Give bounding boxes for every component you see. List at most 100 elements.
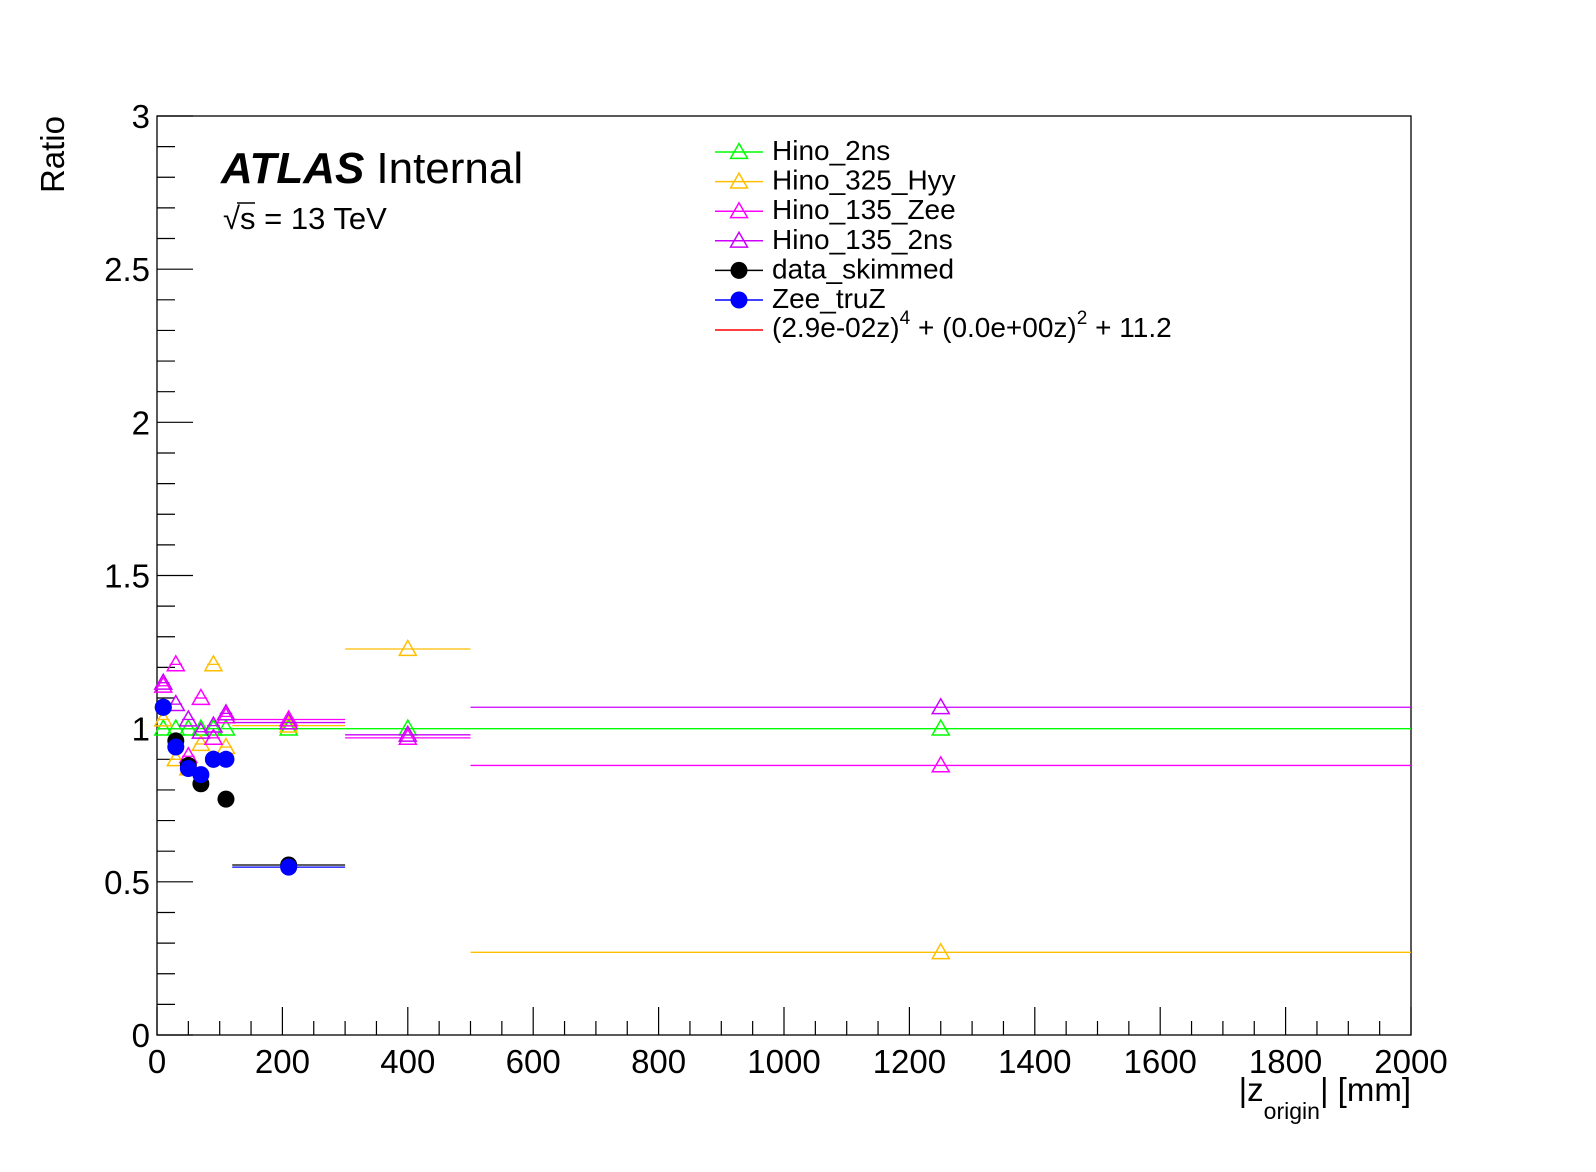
data-point — [217, 750, 235, 768]
legend-entry: Zee_truZ — [715, 283, 886, 314]
data-point — [930, 718, 951, 736]
legend-entry: data_skimmed — [715, 253, 954, 284]
legend-fit-label: (2.9e-02z)4 + (0.0e+00z)2 + 11.2 — [772, 308, 1172, 343]
data-point — [280, 858, 298, 876]
data-point — [153, 709, 174, 727]
series-Hino_135_2ns — [153, 672, 1411, 742]
data-point — [278, 709, 299, 727]
data-point — [216, 706, 236, 724]
data-point — [278, 715, 299, 733]
x-axis-title-tail: | [mm] — [1320, 1071, 1411, 1108]
energy-sqrt-sign: √ — [223, 201, 240, 236]
legend-marker — [730, 291, 748, 309]
legend-label: Hino_135_2ns — [772, 224, 953, 255]
data-point — [153, 718, 174, 736]
x-axis-title-subscript: origin — [1264, 1098, 1320, 1124]
data-point — [203, 715, 224, 733]
legend-label: Hino_2ns — [772, 135, 890, 166]
legend-label: Hino_325_Hyy — [772, 165, 956, 196]
x-axis-tick-labels: 0 200 400 600 800 1000 1200 1400 1600 1800 2000 — [148, 1043, 1448, 1080]
x-tick-label: 600 — [506, 1043, 561, 1080]
energy-value: = 13 TeV — [256, 201, 388, 236]
data-point — [153, 672, 174, 690]
series-Zee_truZ — [154, 698, 346, 876]
legend-marker — [729, 201, 749, 219]
fit-term-3: + 11.2 — [1087, 312, 1171, 343]
legend-entry: Hino_325_Hyy — [715, 165, 956, 196]
fit-exponent-2: 2 — [1077, 308, 1088, 329]
fit-exponent-1: 4 — [900, 308, 911, 329]
y-tick-label: 3 — [132, 98, 150, 135]
data-point — [166, 694, 186, 712]
series-Hino_2ns — [153, 718, 1411, 736]
y-tick-label: 2 — [132, 404, 150, 441]
data-point — [191, 688, 211, 706]
data-point — [398, 727, 418, 745]
data-point — [278, 718, 299, 736]
y-tick-label: 1 — [132, 711, 150, 748]
data-point — [192, 766, 210, 784]
fit-term-1: (2.9e-02z) — [772, 312, 900, 343]
y-axis-tick-labels: 0 0.5 1 1.5 2 2.5 3 — [104, 98, 150, 1054]
series-Hino_325_Hyy — [153, 639, 1411, 960]
fit-term-2: + (0.0e+00z) — [910, 312, 1077, 343]
series-Hino_135_Zee — [153, 654, 1411, 773]
legend: Hino_2nsHino_325_HyyHino_135_ZeeHino_135… — [715, 135, 956, 314]
data-point — [398, 724, 418, 742]
x-tick-label: 1000 — [747, 1043, 820, 1080]
data-point — [166, 749, 186, 767]
y-tick-label: 0.5 — [104, 864, 150, 901]
data-point — [153, 675, 174, 693]
energy-label: √s = 13 TeV — [223, 201, 387, 236]
legend-marker — [729, 141, 749, 160]
atlas-label-bold: ATLAS — [220, 144, 364, 193]
y-tick-label: 1.5 — [104, 558, 150, 595]
x-tick-label: 2000 — [1374, 1043, 1447, 1080]
legend-label: Zee_truZ — [772, 283, 886, 314]
data-point — [203, 718, 224, 736]
data-point — [216, 703, 236, 721]
legend-fit-entry: (2.9e-02z)4 + (0.0e+00z)2 + 11.2 — [715, 308, 1172, 343]
data-point — [154, 698, 172, 716]
data-point — [178, 709, 199, 727]
data-point — [216, 718, 236, 736]
legend-marker — [729, 171, 749, 189]
data-series-layer — [153, 639, 1411, 960]
data-point — [204, 750, 222, 768]
x-axis-title: |zorigin| [mm] — [1239, 1071, 1411, 1124]
energy-s: s — [240, 201, 256, 236]
data-point — [930, 755, 951, 773]
legend-entry: Hino_135_2ns — [715, 224, 953, 255]
x-tick-label: 1400 — [998, 1043, 1071, 1080]
x-tick-label: 1600 — [1123, 1043, 1196, 1080]
x-tick-label: 1200 — [873, 1043, 946, 1080]
data-point — [178, 718, 199, 736]
atlas-label: ATLAS Internal — [220, 144, 523, 193]
data-point — [398, 639, 418, 657]
legend-marker — [730, 261, 748, 279]
data-point — [930, 942, 951, 960]
legend-entry: Hino_2ns — [715, 135, 890, 166]
y-tick-label: 2.5 — [104, 251, 150, 288]
x-axis-title-main: |z — [1239, 1071, 1264, 1108]
y-tick-label: 0 — [132, 1017, 150, 1054]
x-tick-label: 800 — [631, 1043, 686, 1080]
x-axis-ticks — [156, 1007, 1412, 1035]
x-tick-label: 1800 — [1249, 1043, 1322, 1080]
data-point — [166, 654, 186, 672]
data-point — [167, 738, 185, 756]
series-data_skimmed — [154, 698, 346, 874]
x-tick-label: 0 — [148, 1043, 166, 1080]
data-point — [930, 697, 951, 715]
atlas-label-status: Internal — [376, 144, 523, 193]
data-point — [217, 790, 235, 808]
data-point — [278, 712, 299, 730]
data-point — [203, 654, 224, 672]
x-tick-label: 200 — [255, 1043, 310, 1080]
y-axis-ticks — [157, 115, 193, 1036]
legend-label: data_skimmed — [772, 253, 954, 284]
y-axis-title: Ratio — [34, 116, 71, 193]
x-tick-label: 400 — [380, 1043, 435, 1080]
legend-label: Hino_135_Zee — [772, 194, 956, 225]
